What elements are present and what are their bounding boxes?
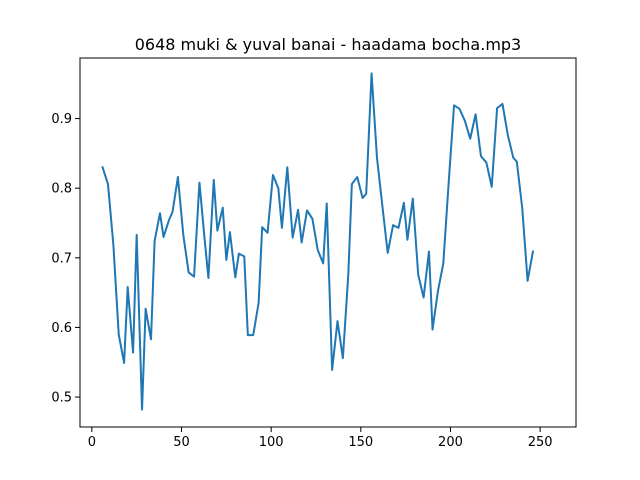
y-tick-label: 0.7	[51, 251, 72, 266]
plot-area	[101, 72, 535, 411]
x-tick-label: 250	[528, 435, 553, 450]
y-tick-label: 0.9	[51, 112, 72, 127]
x-tick-label: 150	[348, 435, 373, 450]
y-tick-label: 0.5	[51, 391, 72, 406]
chart-title: 0648 muki & yuval banai - haadama bocha.…	[135, 35, 521, 54]
x-tick-label: 100	[259, 435, 284, 450]
y-tick-label: 0.6	[51, 321, 72, 336]
x-axis: 0 50 100 150 200 250	[88, 427, 553, 450]
y-axis: 0.5 0.6 0.7 0.8 0.9	[51, 112, 80, 406]
y-tick-label: 0.8	[51, 182, 72, 197]
x-tick-label: 200	[438, 435, 463, 450]
series-line	[101, 72, 535, 411]
x-tick-label: 0	[88, 435, 96, 450]
axes-frame	[79, 57, 577, 428]
x-tick-label: 50	[173, 435, 190, 450]
